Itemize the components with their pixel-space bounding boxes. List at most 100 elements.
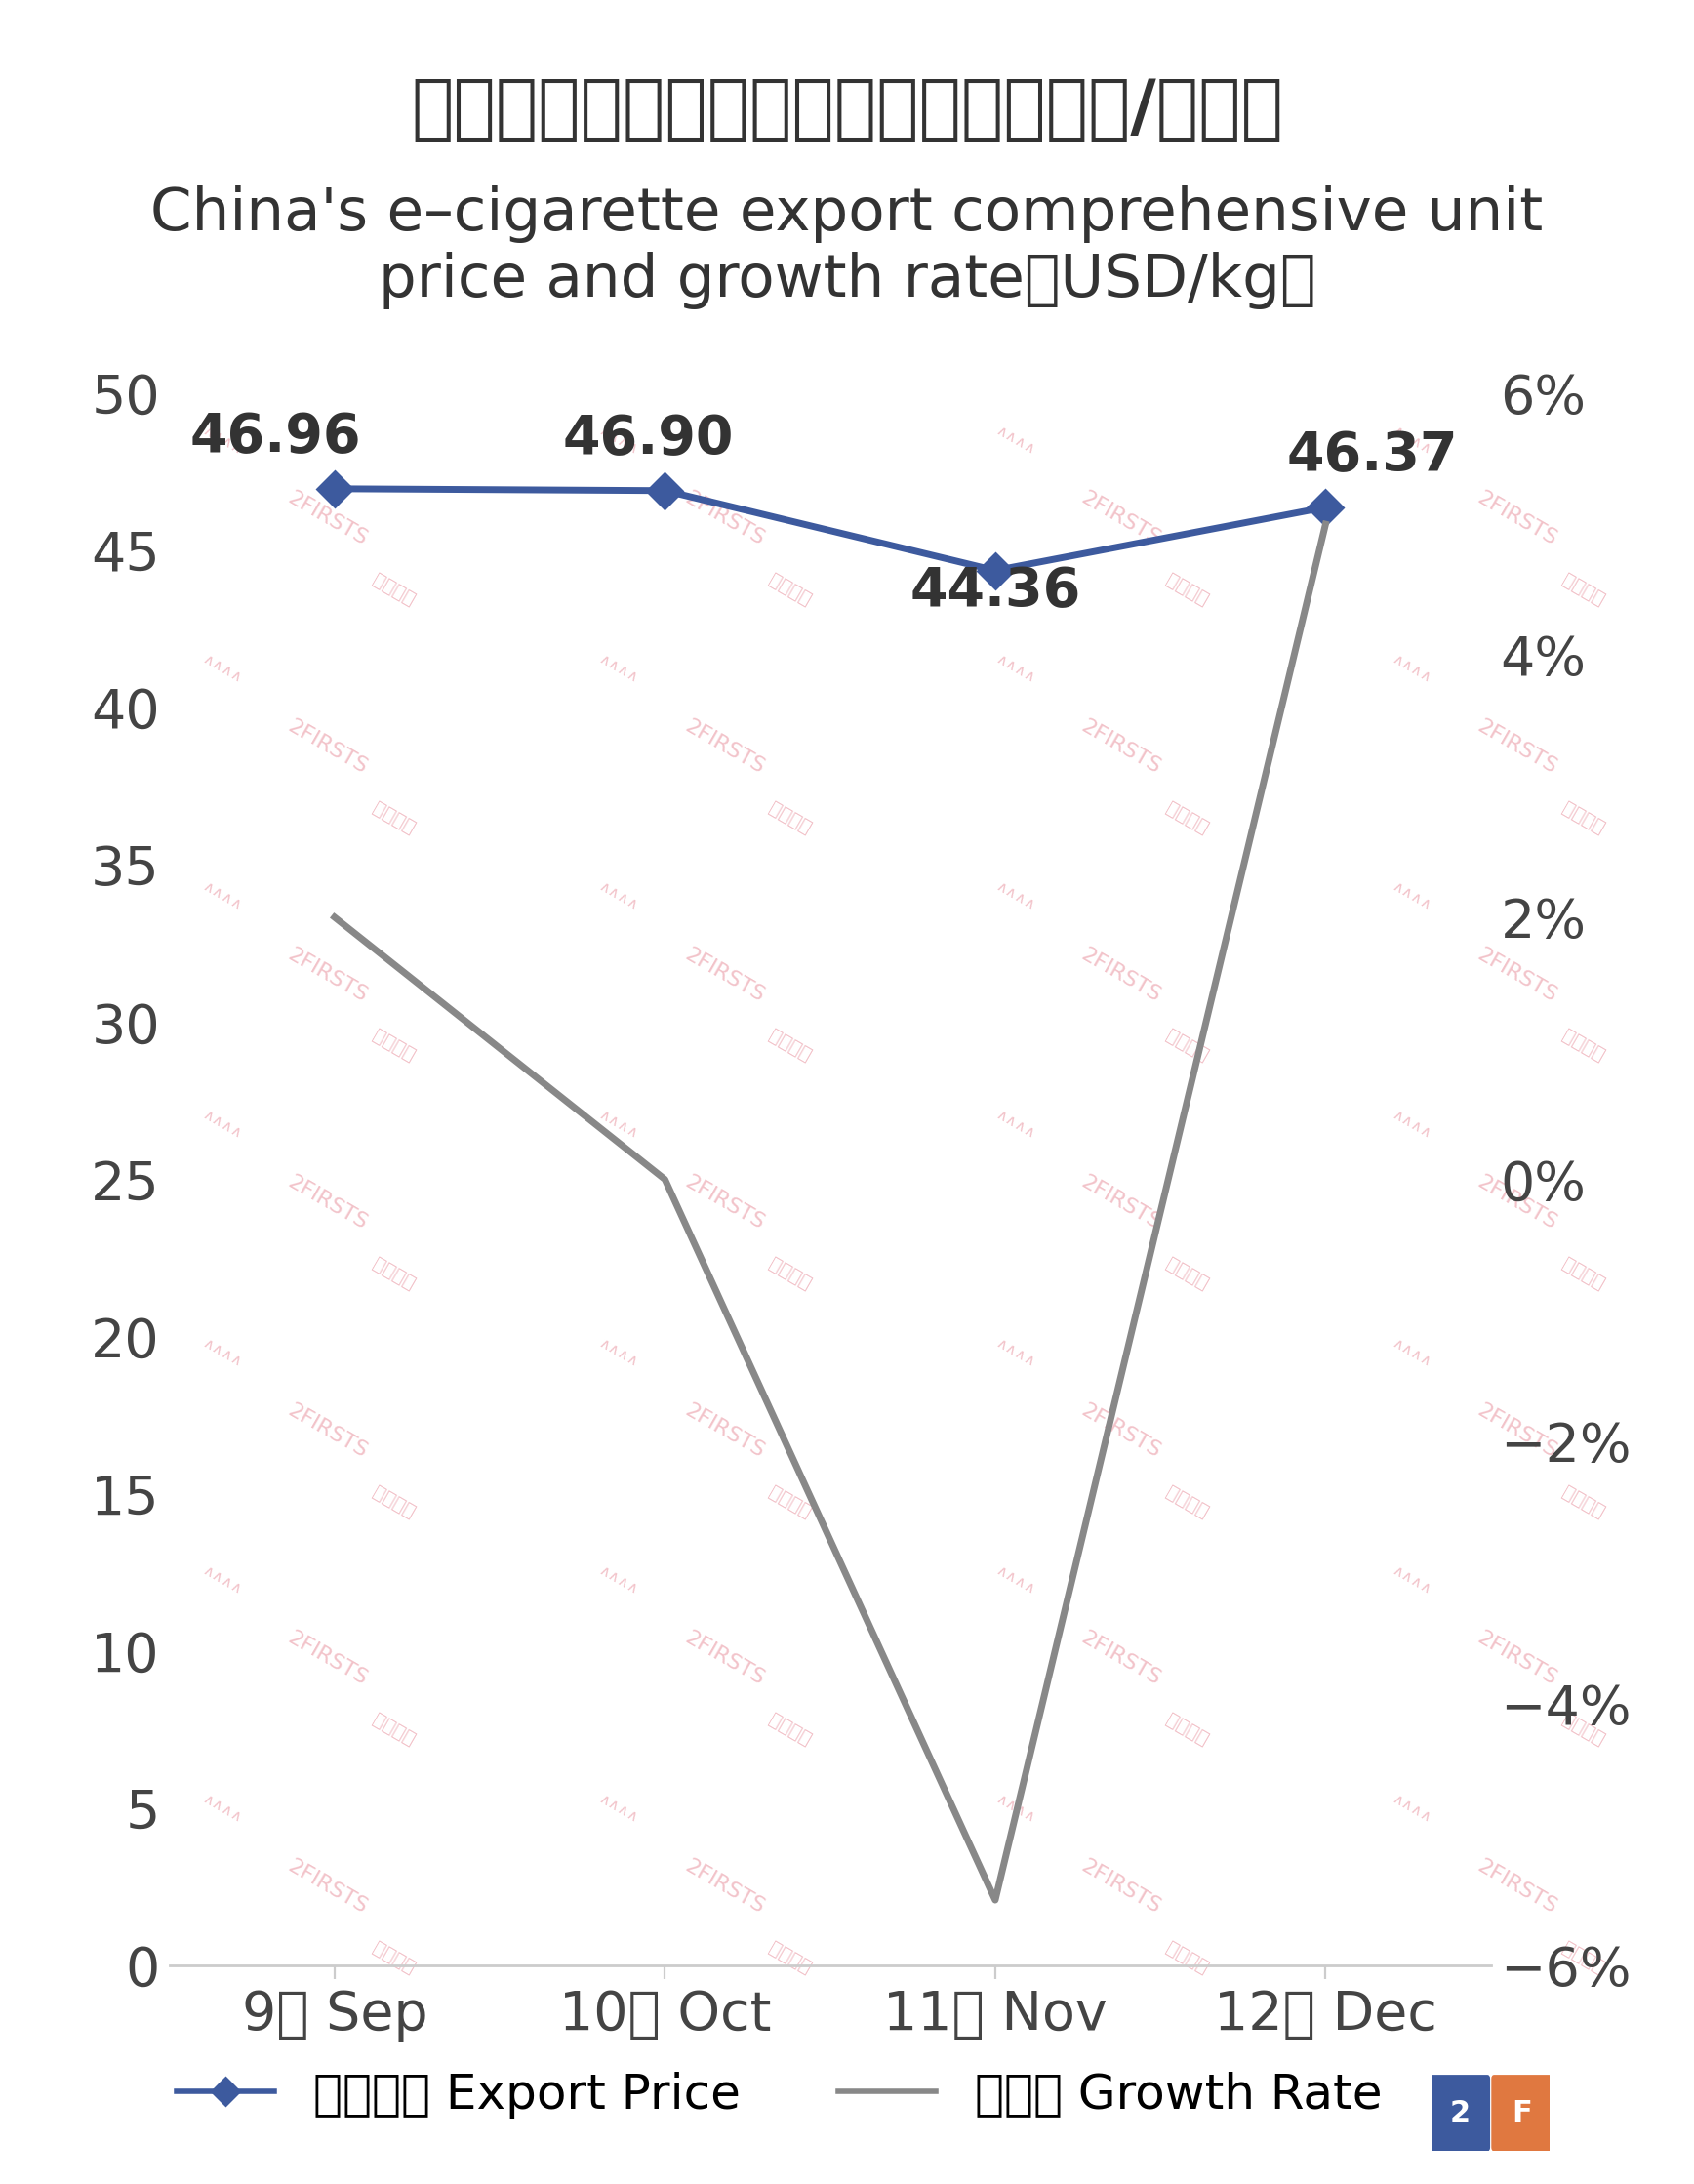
Text: 两个至上: 两个至上 [1162,570,1211,609]
Text: 两个至上: 两个至上 [1162,1254,1211,1293]
Text: 2: 2 [1450,2099,1470,2127]
Text: 2FIRSTS: 2FIRSTS [1077,1173,1164,1234]
Text: ∧∧∧∧: ∧∧∧∧ [993,651,1037,686]
Text: 46.90: 46.90 [562,413,734,465]
Text: 两个至上: 两个至上 [369,1026,418,1066]
Text: 46.96: 46.96 [190,411,361,463]
Text: ∧∧∧∧: ∧∧∧∧ [993,424,1037,456]
Text: 2FIRSTS: 2FIRSTS [1077,943,1164,1005]
Text: China's e–cigarette export comprehensive unit
price and growth rate（USD/kg）: China's e–cigarette export comprehensive… [151,186,1543,310]
Text: ∧∧∧∧: ∧∧∧∧ [993,1107,1037,1142]
Text: ∧∧∧∧: ∧∧∧∧ [596,1791,640,1826]
Text: 2FIRSTS: 2FIRSTS [1077,1400,1164,1461]
Text: 两个至上: 两个至上 [766,1710,815,1749]
Text: 2FIRSTS: 2FIRSTS [1077,1629,1164,1690]
Text: 2FIRSTS: 2FIRSTS [681,489,767,550]
出口单价 Export Price [986,557,1006,583]
FancyBboxPatch shape [1430,2075,1491,2151]
Text: ∧∧∧∧: ∧∧∧∧ [993,880,1037,913]
增长率 Growth Rate [325,904,346,930]
Text: ∧∧∧∧: ∧∧∧∧ [1389,1791,1433,1826]
Text: 两个至上: 两个至上 [1558,1483,1608,1522]
Text: 两个至上: 两个至上 [369,797,418,836]
Text: 2FIRSTS: 2FIRSTS [1077,1856,1164,1918]
Line: 增长率 Growth Rate: 增长率 Growth Rate [335,524,1326,1900]
Text: 两个至上: 两个至上 [1558,1710,1608,1749]
Text: 两个至上: 两个至上 [369,1254,418,1293]
Text: 2FIRSTS: 2FIRSTS [681,1629,767,1690]
Text: 两个至上: 两个至上 [1558,1937,1608,1977]
Text: 2FIRSTS: 2FIRSTS [1077,489,1164,550]
Text: 2FIRSTS: 2FIRSTS [681,716,767,778]
Text: 2FIRSTS: 2FIRSTS [681,1856,767,1918]
Text: 两个至上: 两个至上 [369,570,418,609]
Text: 两个至上: 两个至上 [1162,1483,1211,1522]
Text: 2FIRSTS: 2FIRSTS [285,1629,371,1690]
Text: 2FIRSTS: 2FIRSTS [285,1856,371,1918]
Text: ∧∧∧∧: ∧∧∧∧ [993,1791,1037,1826]
Text: 2FIRSTS: 2FIRSTS [1474,1173,1560,1234]
Text: ∧∧∧∧: ∧∧∧∧ [596,880,640,913]
Text: 2FIRSTS: 2FIRSTS [1474,716,1560,778]
FancyBboxPatch shape [1491,2075,1552,2151]
Text: 两个至上: 两个至上 [1558,1254,1608,1293]
Text: ∧∧∧∧: ∧∧∧∧ [596,424,640,456]
Text: ∧∧∧∧: ∧∧∧∧ [1389,1564,1433,1597]
Text: 两个至上: 两个至上 [1558,797,1608,836]
Text: 2FIRSTS: 2FIRSTS [1474,1400,1560,1461]
Text: 两个至上: 两个至上 [766,570,815,609]
Text: 2FIRSTS: 2FIRSTS [285,1173,371,1234]
Text: ∧∧∧∧: ∧∧∧∧ [200,424,244,456]
Text: 两个至上: 两个至上 [766,1254,815,1293]
Text: ∧∧∧∧: ∧∧∧∧ [1389,424,1433,456]
Text: ∧∧∧∧: ∧∧∧∧ [1389,1107,1433,1142]
Text: 两个至上: 两个至上 [1558,570,1608,609]
Text: 46.37: 46.37 [1286,430,1457,483]
Text: ∧∧∧∧: ∧∧∧∧ [1389,880,1433,913]
Line: 出口单价 Export Price: 出口单价 Export Price [322,476,1338,583]
Text: ∧∧∧∧: ∧∧∧∧ [596,1107,640,1142]
Text: ∧∧∧∧: ∧∧∧∧ [596,651,640,686]
Text: 2FIRSTS: 2FIRSTS [1474,1629,1560,1690]
Text: 两个至上: 两个至上 [369,1937,418,1977]
Text: ∧∧∧∧: ∧∧∧∧ [1389,651,1433,686]
Text: 2FIRSTS: 2FIRSTS [1474,943,1560,1005]
Text: 2FIRSTS: 2FIRSTS [1077,716,1164,778]
Text: ∧∧∧∧: ∧∧∧∧ [200,1791,244,1826]
Text: 两个至上: 两个至上 [766,797,815,836]
Text: 两个至上: 两个至上 [1162,1937,1211,1977]
Text: 2FIRSTS: 2FIRSTS [285,1400,371,1461]
Text: ∧∧∧∧: ∧∧∧∧ [1389,1334,1433,1369]
增长率 Growth Rate [1316,511,1337,537]
Text: ∧∧∧∧: ∧∧∧∧ [200,1107,244,1142]
Text: 两个至上: 两个至上 [1558,1026,1608,1066]
Text: 两个至上: 两个至上 [369,1710,418,1749]
Text: 2FIRSTS: 2FIRSTS [285,489,371,550]
Text: 44.36: 44.36 [910,566,1081,618]
Text: ∧∧∧∧: ∧∧∧∧ [993,1334,1037,1369]
Text: 2FIRSTS: 2FIRSTS [285,943,371,1005]
Text: 2FIRSTS: 2FIRSTS [285,716,371,778]
出口单价 Export Price [325,476,346,502]
Text: 2FIRSTS: 2FIRSTS [681,1173,767,1234]
Text: 两个至上: 两个至上 [1162,1026,1211,1066]
Text: F: F [1511,2099,1531,2127]
Text: ∧∧∧∧: ∧∧∧∧ [596,1564,640,1597]
Text: 两个至上: 两个至上 [766,1937,815,1977]
Text: ∧∧∧∧: ∧∧∧∧ [200,1564,244,1597]
Legend: 出口单价 Export Price, 增长率 Growth Rate: 出口单价 Export Price, 增长率 Growth Rate [158,2053,1401,2138]
出口单价 Export Price [1316,494,1337,520]
Text: ∧∧∧∧: ∧∧∧∧ [200,880,244,913]
Text: 两个至上: 两个至上 [369,1483,418,1522]
增长率 Growth Rate [654,1166,674,1192]
Text: ∧∧∧∧: ∧∧∧∧ [596,1334,640,1369]
Text: 中国电子烟出口综合单价及增速（美元/千克）: 中国电子烟出口综合单价及增速（美元/千克） [412,76,1282,144]
Text: ∧∧∧∧: ∧∧∧∧ [993,1564,1037,1597]
Text: 2FIRSTS: 2FIRSTS [1474,489,1560,550]
Text: 2FIRSTS: 2FIRSTS [681,1400,767,1461]
Text: 两个至上: 两个至上 [1162,1710,1211,1749]
Text: 两个至上: 两个至上 [766,1483,815,1522]
Text: 2FIRSTS: 2FIRSTS [681,943,767,1005]
Text: ∧∧∧∧: ∧∧∧∧ [200,651,244,686]
Text: 两个至上: 两个至上 [1162,797,1211,836]
